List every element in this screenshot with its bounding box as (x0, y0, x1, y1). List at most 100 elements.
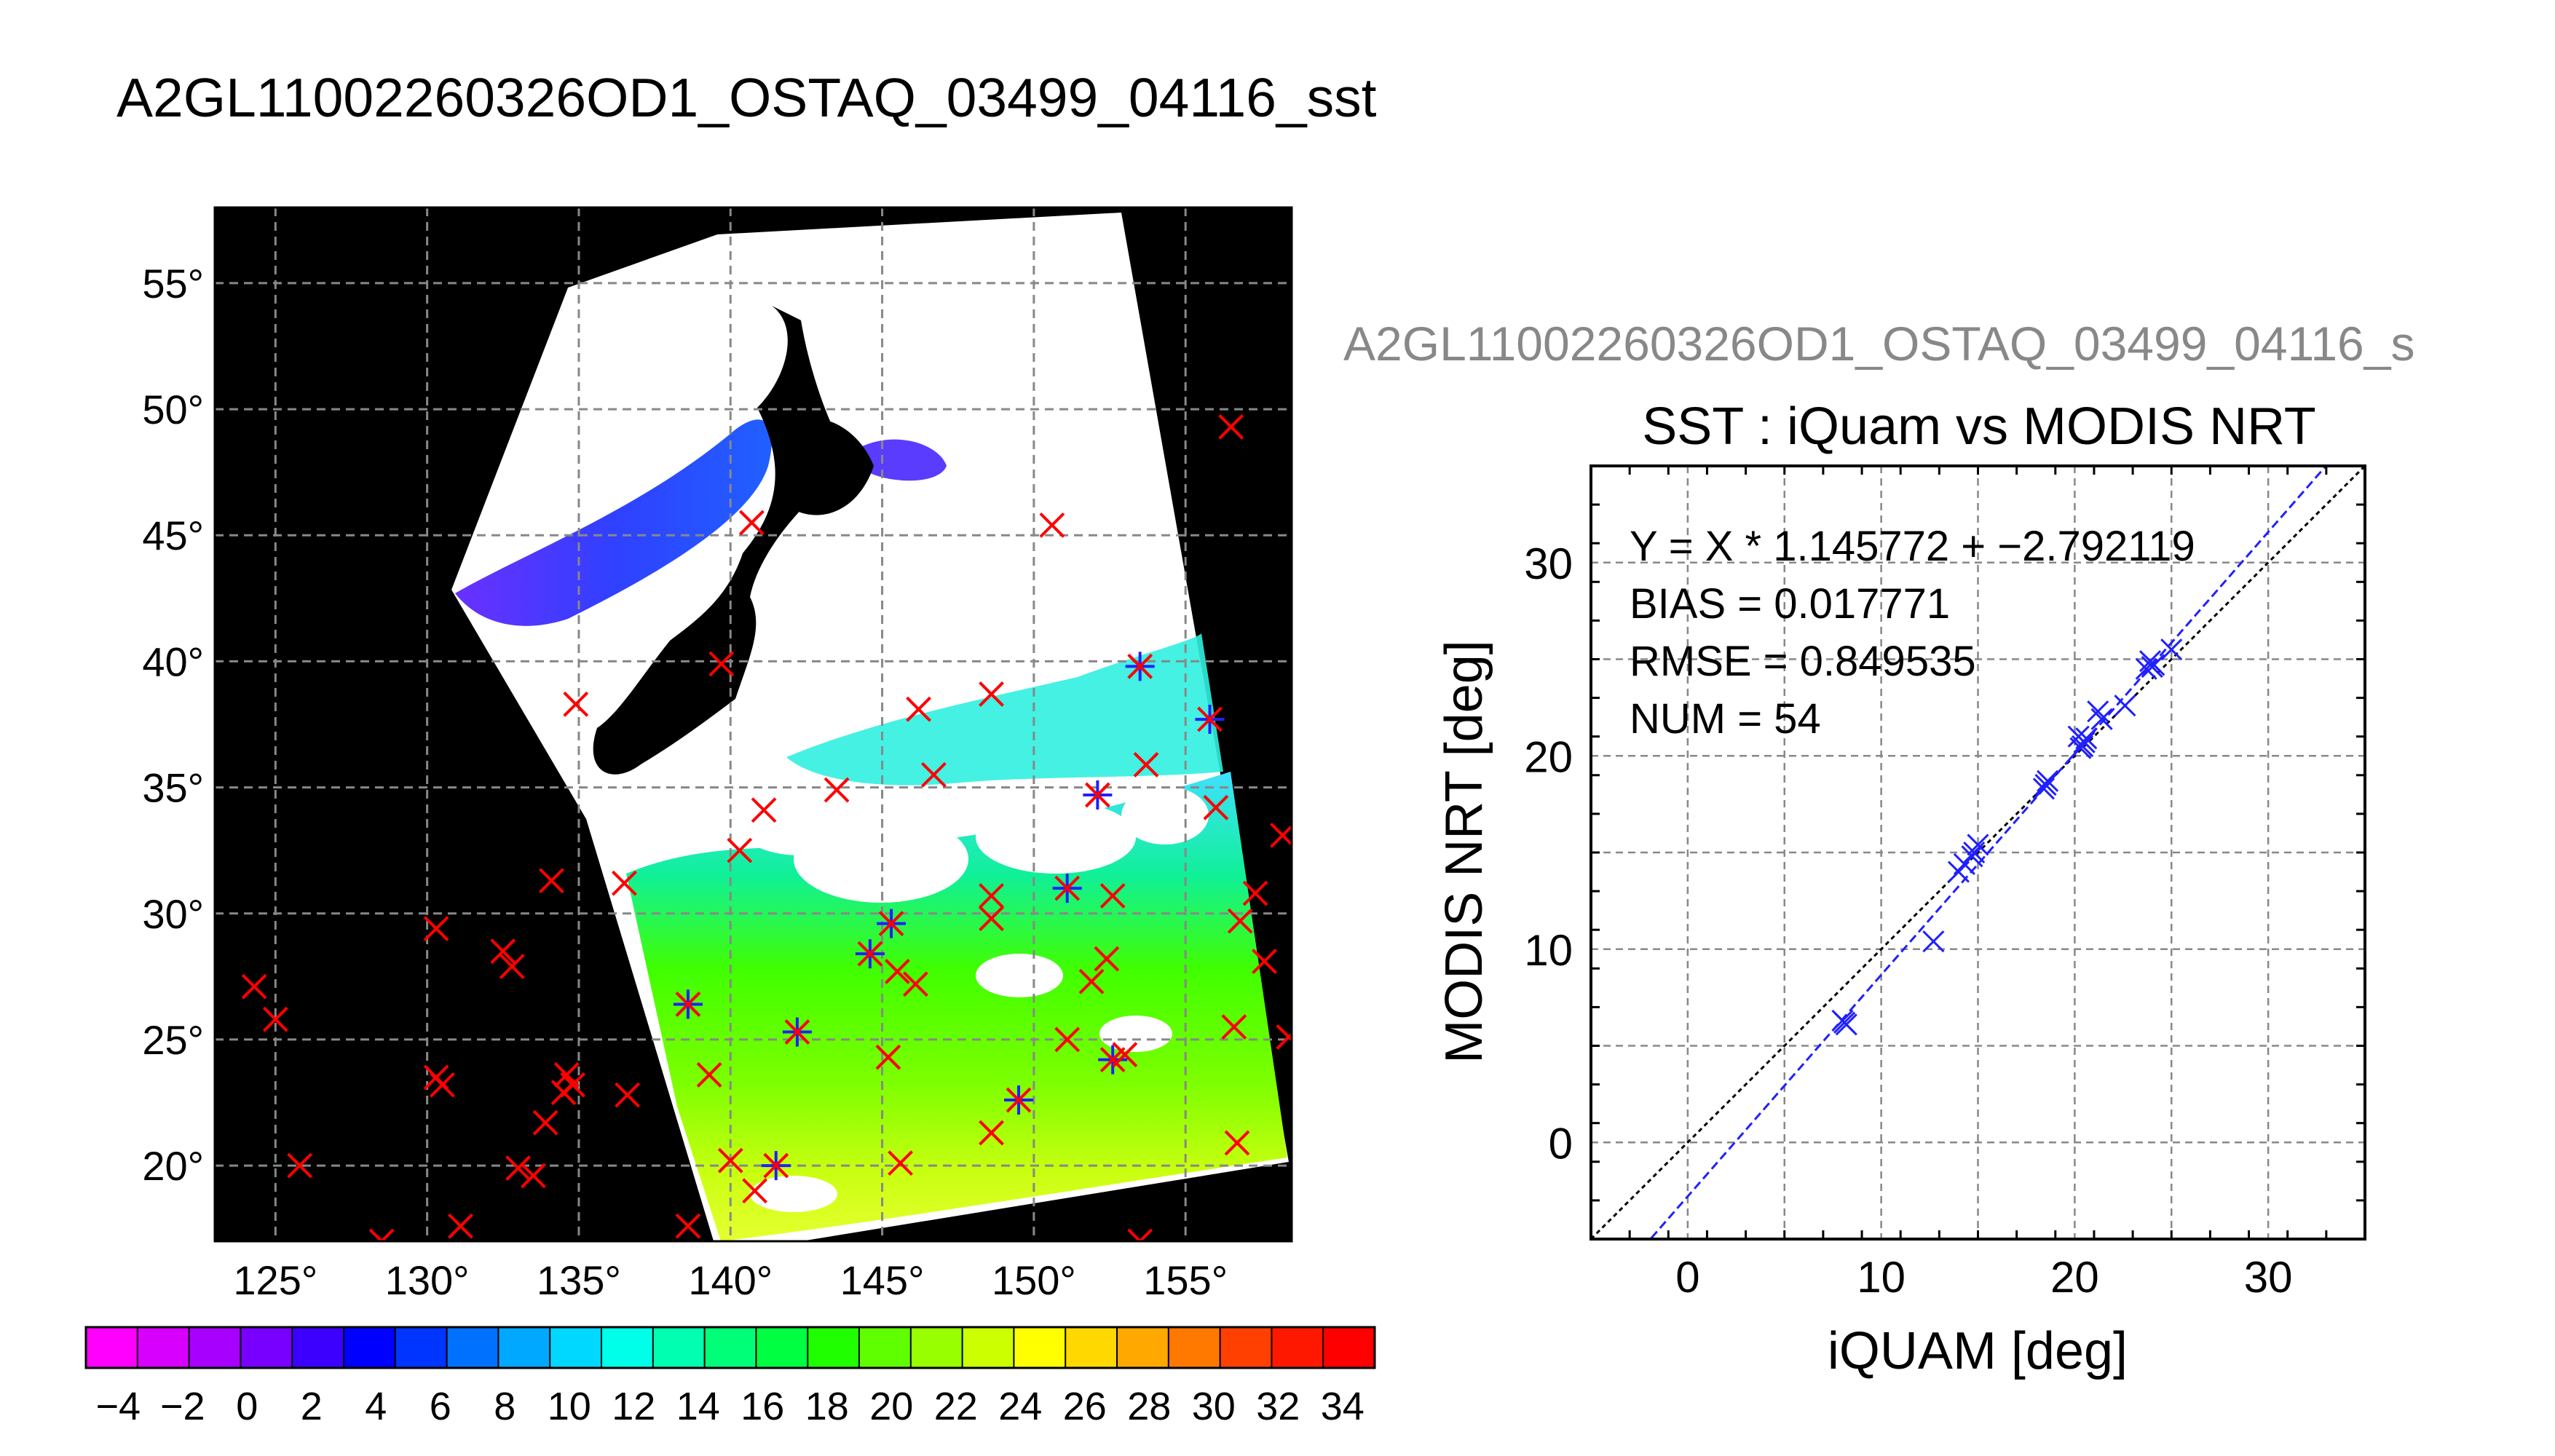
map-frame (213, 206, 1293, 1243)
longitude-label: 140° (688, 1257, 773, 1303)
longitude-label: 135° (537, 1257, 621, 1303)
marker-stroke (675, 992, 701, 1017)
marker-stroke (727, 837, 753, 863)
iquam-marker (368, 1228, 395, 1241)
asian-mainland (215, 207, 772, 1241)
identity-line (1591, 466, 2365, 1239)
iquam-marker (262, 1006, 288, 1032)
iquam-marker (1094, 946, 1120, 972)
iquam-marker (1218, 414, 1244, 440)
marker-stroke (550, 1080, 577, 1106)
colorbar-segment (292, 1327, 344, 1368)
match-markers (241, 414, 1292, 1241)
iquam-marker (423, 916, 449, 941)
latitude-label: 55° (142, 261, 204, 306)
sea-of-japan-sst-patch (455, 419, 772, 626)
marker-stroke (742, 1178, 767, 1204)
iquam-marker (287, 1152, 313, 1179)
scatter-y-tick-label: 0 (1549, 1119, 1573, 1168)
colorbar-segment (910, 1327, 963, 1368)
colorbar-segment (962, 1327, 1014, 1368)
point-stroke (2032, 778, 2055, 800)
colorbar-segment (1323, 1327, 1375, 1368)
marker-stroke (708, 651, 735, 677)
marker-stroke (1094, 946, 1120, 972)
colorbar-segment (1168, 1327, 1221, 1368)
marker-stroke (423, 916, 449, 941)
iquam-marker (539, 868, 564, 894)
marker-stroke (368, 1228, 384, 1241)
marker-stroke (888, 1150, 913, 1176)
iquam-marker (521, 1163, 546, 1189)
iquam-marker (1127, 1228, 1153, 1241)
iquam-marker (1133, 752, 1159, 778)
scatter-point (2071, 735, 2094, 758)
marker-stroke (287, 1152, 313, 1179)
colorbar-tick-label: 0 (236, 1385, 258, 1428)
marker-stroke (1099, 883, 1126, 909)
cloud-patches (743, 786, 1209, 1212)
colorbar-tick-label: 2 (301, 1385, 323, 1428)
iquam-marker (505, 1155, 532, 1181)
scatter-points (1831, 638, 2183, 1036)
marker-stroke (241, 973, 267, 1000)
point-stroke (1963, 841, 1986, 864)
marker-stroke (1039, 512, 1065, 538)
marker-stroke (1084, 782, 1110, 808)
marker-stroke (920, 761, 947, 788)
iquam-marker (423, 1064, 449, 1091)
latitude-label: 35° (142, 765, 204, 811)
colorbar-segment (1014, 1327, 1066, 1368)
marker-stroke (1242, 880, 1268, 906)
scatter-x-tick-label: 30 (2244, 1253, 2293, 1302)
matched-marker (1125, 652, 1155, 681)
marker-stroke (979, 681, 1004, 707)
iquam-marker (1227, 908, 1253, 934)
marker-stroke (1078, 968, 1105, 994)
scatter-annotation: Y = X * 1.145772 + −2.792119 (1630, 523, 2195, 570)
marker-stroke (1137, 1228, 1153, 1241)
colorbar-segment (550, 1327, 602, 1368)
iquam-marker (696, 1062, 722, 1088)
colorbar-segment (601, 1327, 654, 1368)
scatter-point (2114, 695, 2136, 717)
iquam-marker (241, 973, 267, 1000)
point-stroke (2073, 731, 2096, 753)
iquam-marker (875, 1044, 901, 1070)
colorbar-tick-label: 12 (612, 1385, 655, 1428)
scatter-point (2090, 708, 2113, 730)
iquam-marker (1054, 1026, 1081, 1053)
scatter-x-tick-label: 20 (2050, 1253, 2099, 1302)
point-stroke (1922, 930, 1945, 953)
marker-stroke (878, 911, 904, 937)
iquam-marker (888, 1150, 913, 1176)
marker-stroke (1227, 908, 1253, 934)
scatter-panel-filename: A2GL11002260326OD1_OSTAQ_03499_04116_s (1343, 317, 2414, 371)
scatter-point (2087, 700, 2109, 723)
iquam-marker (708, 651, 735, 677)
scatter-annotations: Y = X * 1.145772 + −2.792119 BIAS = 0.017… (1630, 523, 2195, 743)
point-stroke (2034, 774, 2057, 796)
point-stroke (1831, 1009, 1854, 1032)
colorbar-segment (1065, 1327, 1118, 1368)
iquam-marker (906, 696, 931, 722)
hokkaido-landmass (781, 417, 874, 515)
scatter-point (2075, 727, 2098, 750)
marker-stroke (612, 870, 637, 896)
marker-stroke (532, 1109, 558, 1136)
colorbar-segment (652, 1327, 706, 1368)
iquam-marker (1224, 1130, 1250, 1156)
page-title: A2GL11002260326OD1_OSTAQ_03499_04116_sst (117, 67, 1377, 128)
iquam-marker (979, 906, 1004, 932)
colorbar-segment (446, 1327, 499, 1368)
colorbar-segment (137, 1327, 190, 1368)
marker-stroke (1276, 1032, 1292, 1050)
latitude-label: 50° (142, 387, 204, 432)
marker-stroke (1054, 875, 1081, 901)
colorbar-segment (704, 1327, 757, 1368)
matched-marker (1083, 780, 1113, 810)
colorbar-segment (240, 1327, 293, 1368)
colorbar-segment (498, 1327, 550, 1368)
colorbar-tick-label: 34 (1321, 1385, 1365, 1428)
marker-stroke (1224, 1130, 1250, 1156)
